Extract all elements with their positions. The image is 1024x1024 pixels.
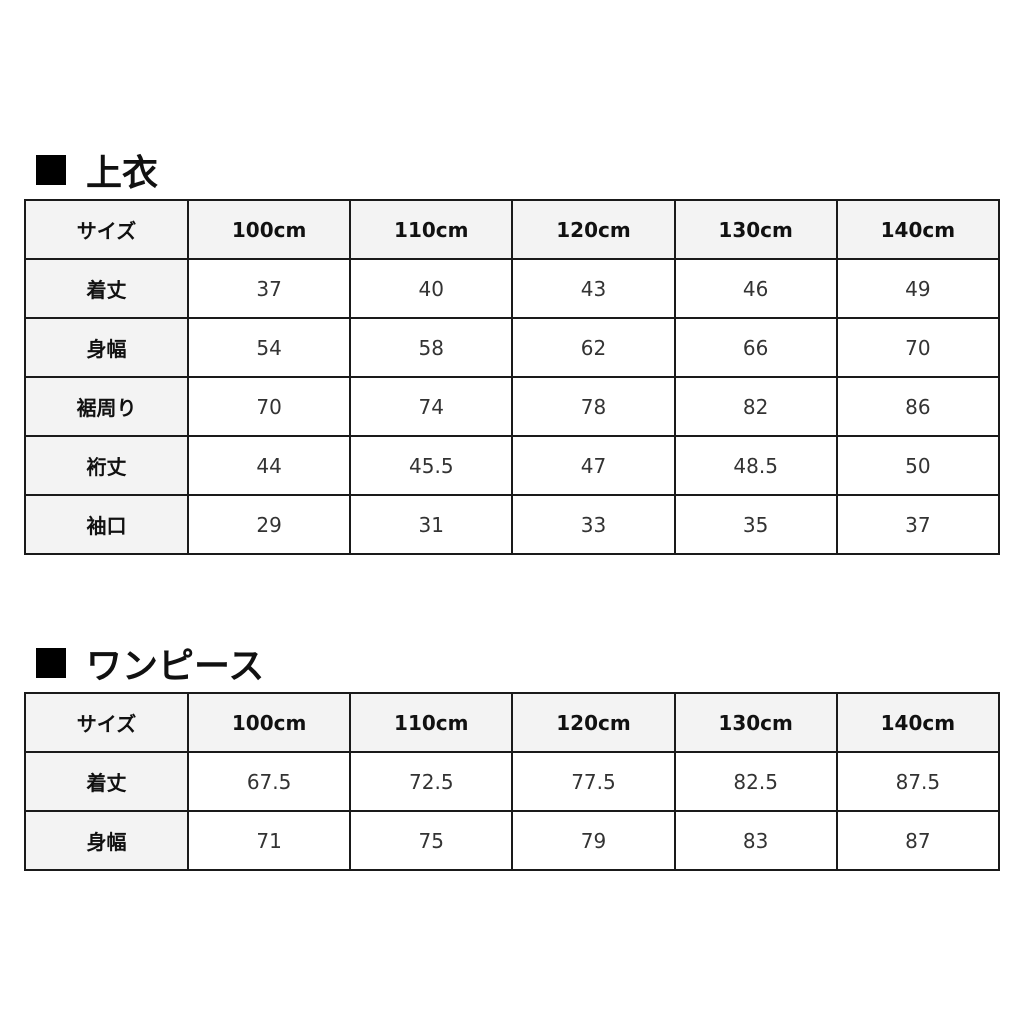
value-cell: 31 xyxy=(349,494,514,555)
header-cell: 140cm xyxy=(835,692,1001,753)
row-label: 袖口 xyxy=(24,494,189,555)
value-cell: 49 xyxy=(835,258,1001,319)
table-row: 身幅 54 58 62 66 70 xyxy=(24,317,1001,378)
row-label: 身幅 xyxy=(24,317,189,378)
value-cell: 77.5 xyxy=(511,751,676,812)
header-row: サイズ 100cm 110cm 120cm 130cm 140cm xyxy=(24,692,1001,753)
header-cell: 110cm xyxy=(349,692,514,753)
table-row: 裄丈 44 45.5 47 48.5 50 xyxy=(24,435,1001,496)
header-cell: 100cm xyxy=(186,692,352,753)
header-cell: 100cm xyxy=(186,199,352,260)
row-label: 裄丈 xyxy=(24,435,189,496)
value-cell: 45.5 xyxy=(349,435,514,496)
header-cell: サイズ xyxy=(24,199,189,260)
value-cell: 67.5 xyxy=(186,751,352,812)
table-row: 裾周り 70 74 78 82 86 xyxy=(24,376,1001,437)
value-cell: 43 xyxy=(511,258,676,319)
value-cell: 79 xyxy=(511,810,676,871)
row-label: 着丈 xyxy=(24,751,189,812)
value-cell: 66 xyxy=(673,317,838,378)
row-label: 身幅 xyxy=(24,810,189,871)
value-cell: 40 xyxy=(349,258,514,319)
header-cell: 120cm xyxy=(511,692,676,753)
value-cell: 48.5 xyxy=(673,435,838,496)
value-cell: 37 xyxy=(186,258,352,319)
header-cell: 140cm xyxy=(835,199,1001,260)
value-cell: 54 xyxy=(186,317,352,378)
header-cell: サイズ xyxy=(24,692,189,753)
value-cell: 78 xyxy=(511,376,676,437)
value-cell: 71 xyxy=(186,810,352,871)
section-title-tops: 上衣 xyxy=(36,144,158,196)
square-bullet-icon xyxy=(36,648,66,678)
value-cell: 47 xyxy=(511,435,676,496)
value-cell: 33 xyxy=(511,494,676,555)
value-cell: 29 xyxy=(186,494,352,555)
header-cell: 130cm xyxy=(673,692,838,753)
value-cell: 70 xyxy=(186,376,352,437)
value-cell: 83 xyxy=(673,810,838,871)
value-cell: 46 xyxy=(673,258,838,319)
value-cell: 37 xyxy=(835,494,1001,555)
value-cell: 62 xyxy=(511,317,676,378)
value-cell: 44 xyxy=(186,435,352,496)
size-table-tops: サイズ 100cm 110cm 120cm 130cm 140cm 着丈 37 40 43 46 49… xyxy=(24,199,1001,555)
header-row: サイズ 100cm 110cm 120cm 130cm 140cm xyxy=(24,199,1001,260)
value-cell: 58 xyxy=(349,317,514,378)
header-cell: 130cm xyxy=(673,199,838,260)
section-title-text: 上衣 xyxy=(86,153,159,194)
header-cell: 110cm xyxy=(349,199,514,260)
table-row: 着丈 37 40 43 46 49 xyxy=(24,258,1001,319)
table-row: 身幅 71 75 79 83 87 xyxy=(24,810,1001,871)
value-cell: 75 xyxy=(349,810,514,871)
value-cell: 72.5 xyxy=(349,751,514,812)
value-cell: 87.5 xyxy=(835,751,1001,812)
square-bullet-icon xyxy=(36,155,66,185)
section-title-dress: ワンピース xyxy=(36,637,264,689)
section-title-text: ワンピース xyxy=(86,646,265,687)
value-cell: 86 xyxy=(835,376,1001,437)
header-cell: 120cm xyxy=(511,199,676,260)
value-cell: 70 xyxy=(835,317,1001,378)
row-label: 着丈 xyxy=(24,258,189,319)
table-row: 袖口 29 31 33 35 37 xyxy=(24,494,1001,555)
value-cell: 87 xyxy=(835,810,1001,871)
value-cell: 74 xyxy=(349,376,514,437)
size-table-dress: サイズ 100cm 110cm 120cm 130cm 140cm 着丈 67.5 72.5 77… xyxy=(24,692,1001,871)
value-cell: 50 xyxy=(835,435,1001,496)
row-label: 裾周り xyxy=(24,376,189,437)
value-cell: 82 xyxy=(673,376,838,437)
value-cell: 35 xyxy=(673,494,838,555)
value-cell: 82.5 xyxy=(673,751,838,812)
table-row: 着丈 67.5 72.5 77.5 82.5 87.5 xyxy=(24,751,1001,812)
